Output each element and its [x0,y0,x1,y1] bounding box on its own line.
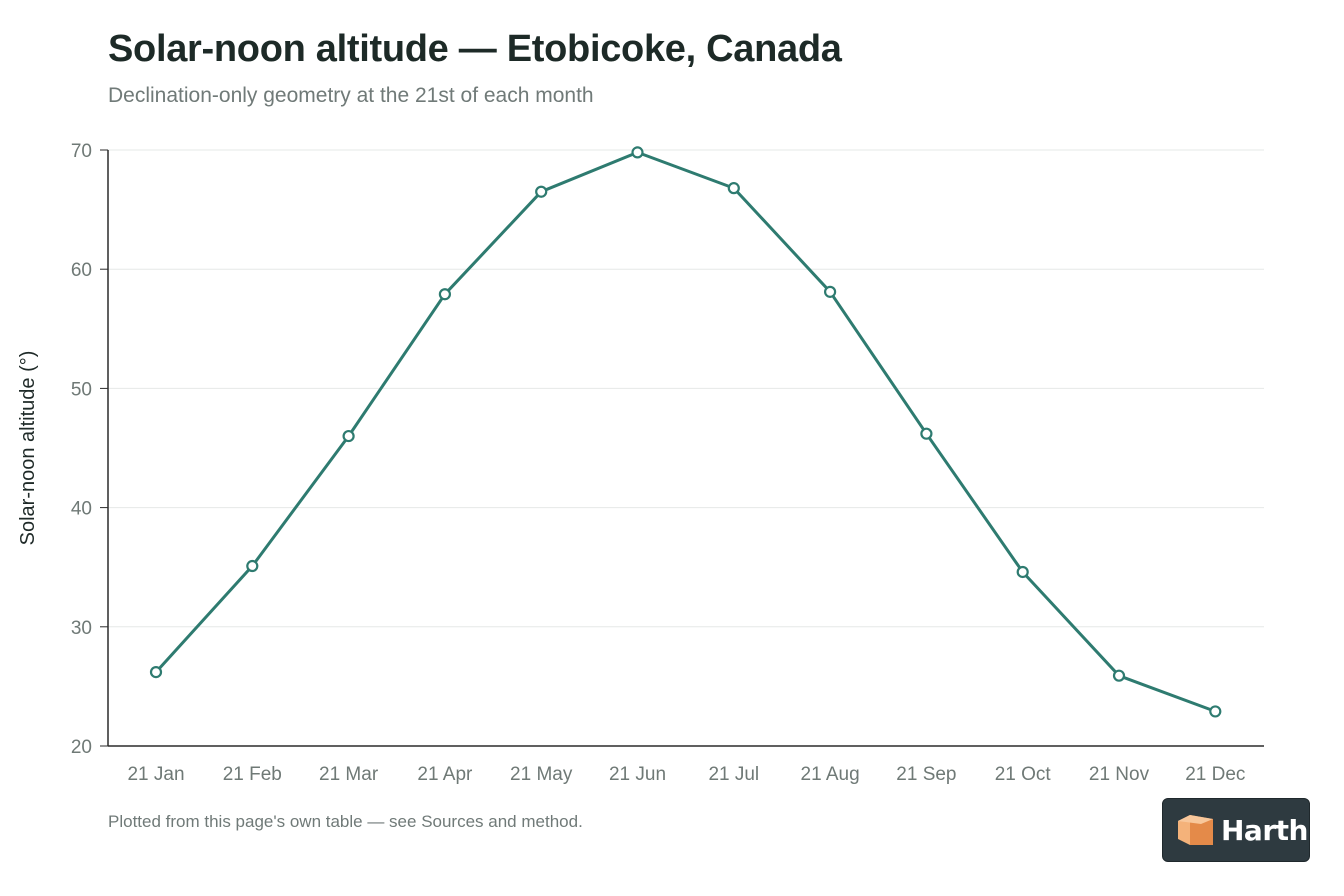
x-tick-label: 21 Mar [319,764,379,785]
x-tick-label: 21 Dec [1185,764,1245,785]
data-point [631,146,644,159]
data-point [1016,565,1029,579]
harth-logo[interactable]: Harth [1162,798,1310,862]
x-tick-label: 21 Nov [1089,764,1150,785]
data-point [535,185,548,198]
data-point [1209,705,1222,718]
y-axis-label: Solar-noon altitude (°) [17,351,39,546]
data-point [823,285,837,298]
data-points [149,146,1222,718]
page-title: Solar-noon altitude — Etobicoke, Canada [108,28,842,70]
data-point [149,665,163,679]
page-subtitle: Declination-only geometry at the 21st of… [108,84,594,107]
x-tick-label: 21 Jun [609,764,666,785]
y-tick-label: 50 [71,379,92,400]
y-tick-label: 40 [71,499,92,520]
box-icon-left-face [1178,815,1190,845]
box-icon [1178,815,1213,845]
data-point [438,288,451,301]
x-tick-label: 21 Jul [708,764,759,785]
data-point [246,559,259,573]
data-point [342,429,355,443]
y-tick-label: 70 [71,141,92,162]
x-tick-label: 21 Aug [801,764,860,785]
data-point [727,182,740,195]
grid-lines [108,149,1264,628]
axes [100,149,1264,747]
x-tick-label: 21 Jan [127,764,184,785]
footnote: Plotted from this page's own table — see… [108,812,583,831]
x-tick-labels: 21 Jan 21 Feb 21 Mar 21 Apr 21 May 21 Jun 21 J… [127,764,1245,785]
x-tick-label: 21 May [510,764,573,785]
x-tick-label: 21 Sep [896,764,956,785]
y-tick-label: 20 [71,737,92,758]
x-tick-label: 21 Apr [417,764,473,785]
data-point [1112,669,1126,682]
data-point [920,427,933,440]
logo-text: Harth [1221,813,1308,847]
series-line [154,150,1217,713]
x-tick-label: 21 Oct [995,764,1052,785]
y-tick-label: 30 [71,618,92,639]
y-tick-labels: 20 30 40 50 60 70 [71,141,92,758]
y-tick-label: 60 [71,260,92,281]
box-icon-top-face [1178,815,1213,824]
x-tick-label: 21 Feb [223,764,282,785]
